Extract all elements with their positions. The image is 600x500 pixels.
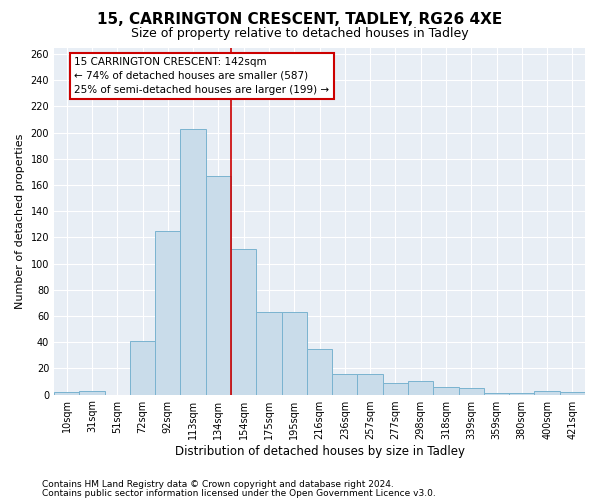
Bar — [535, 390, 560, 394]
Bar — [130, 341, 155, 394]
Bar — [79, 390, 104, 394]
Bar — [155, 231, 181, 394]
Bar — [231, 249, 256, 394]
Bar — [383, 383, 408, 394]
Text: 15, CARRINGTON CRESCENT, TADLEY, RG26 4XE: 15, CARRINGTON CRESCENT, TADLEY, RG26 4X… — [97, 12, 503, 28]
Bar — [307, 348, 332, 395]
Bar — [332, 374, 358, 394]
Bar — [281, 312, 307, 394]
Y-axis label: Number of detached properties: Number of detached properties — [15, 134, 25, 308]
Bar — [181, 128, 206, 394]
Bar — [560, 392, 585, 394]
Text: Contains HM Land Registry data © Crown copyright and database right 2024.: Contains HM Land Registry data © Crown c… — [42, 480, 394, 489]
Text: Size of property relative to detached houses in Tadley: Size of property relative to detached ho… — [131, 28, 469, 40]
X-axis label: Distribution of detached houses by size in Tadley: Distribution of detached houses by size … — [175, 444, 464, 458]
Text: 15 CARRINGTON CRESCENT: 142sqm
← 74% of detached houses are smaller (587)
25% of: 15 CARRINGTON CRESCENT: 142sqm ← 74% of … — [74, 56, 329, 94]
Bar — [206, 176, 231, 394]
Bar — [433, 386, 458, 394]
Bar — [408, 382, 433, 394]
Text: Contains public sector information licensed under the Open Government Licence v3: Contains public sector information licen… — [42, 488, 436, 498]
Bar — [458, 388, 484, 394]
Bar — [54, 392, 79, 394]
Bar — [358, 374, 383, 394]
Bar — [256, 312, 281, 394]
